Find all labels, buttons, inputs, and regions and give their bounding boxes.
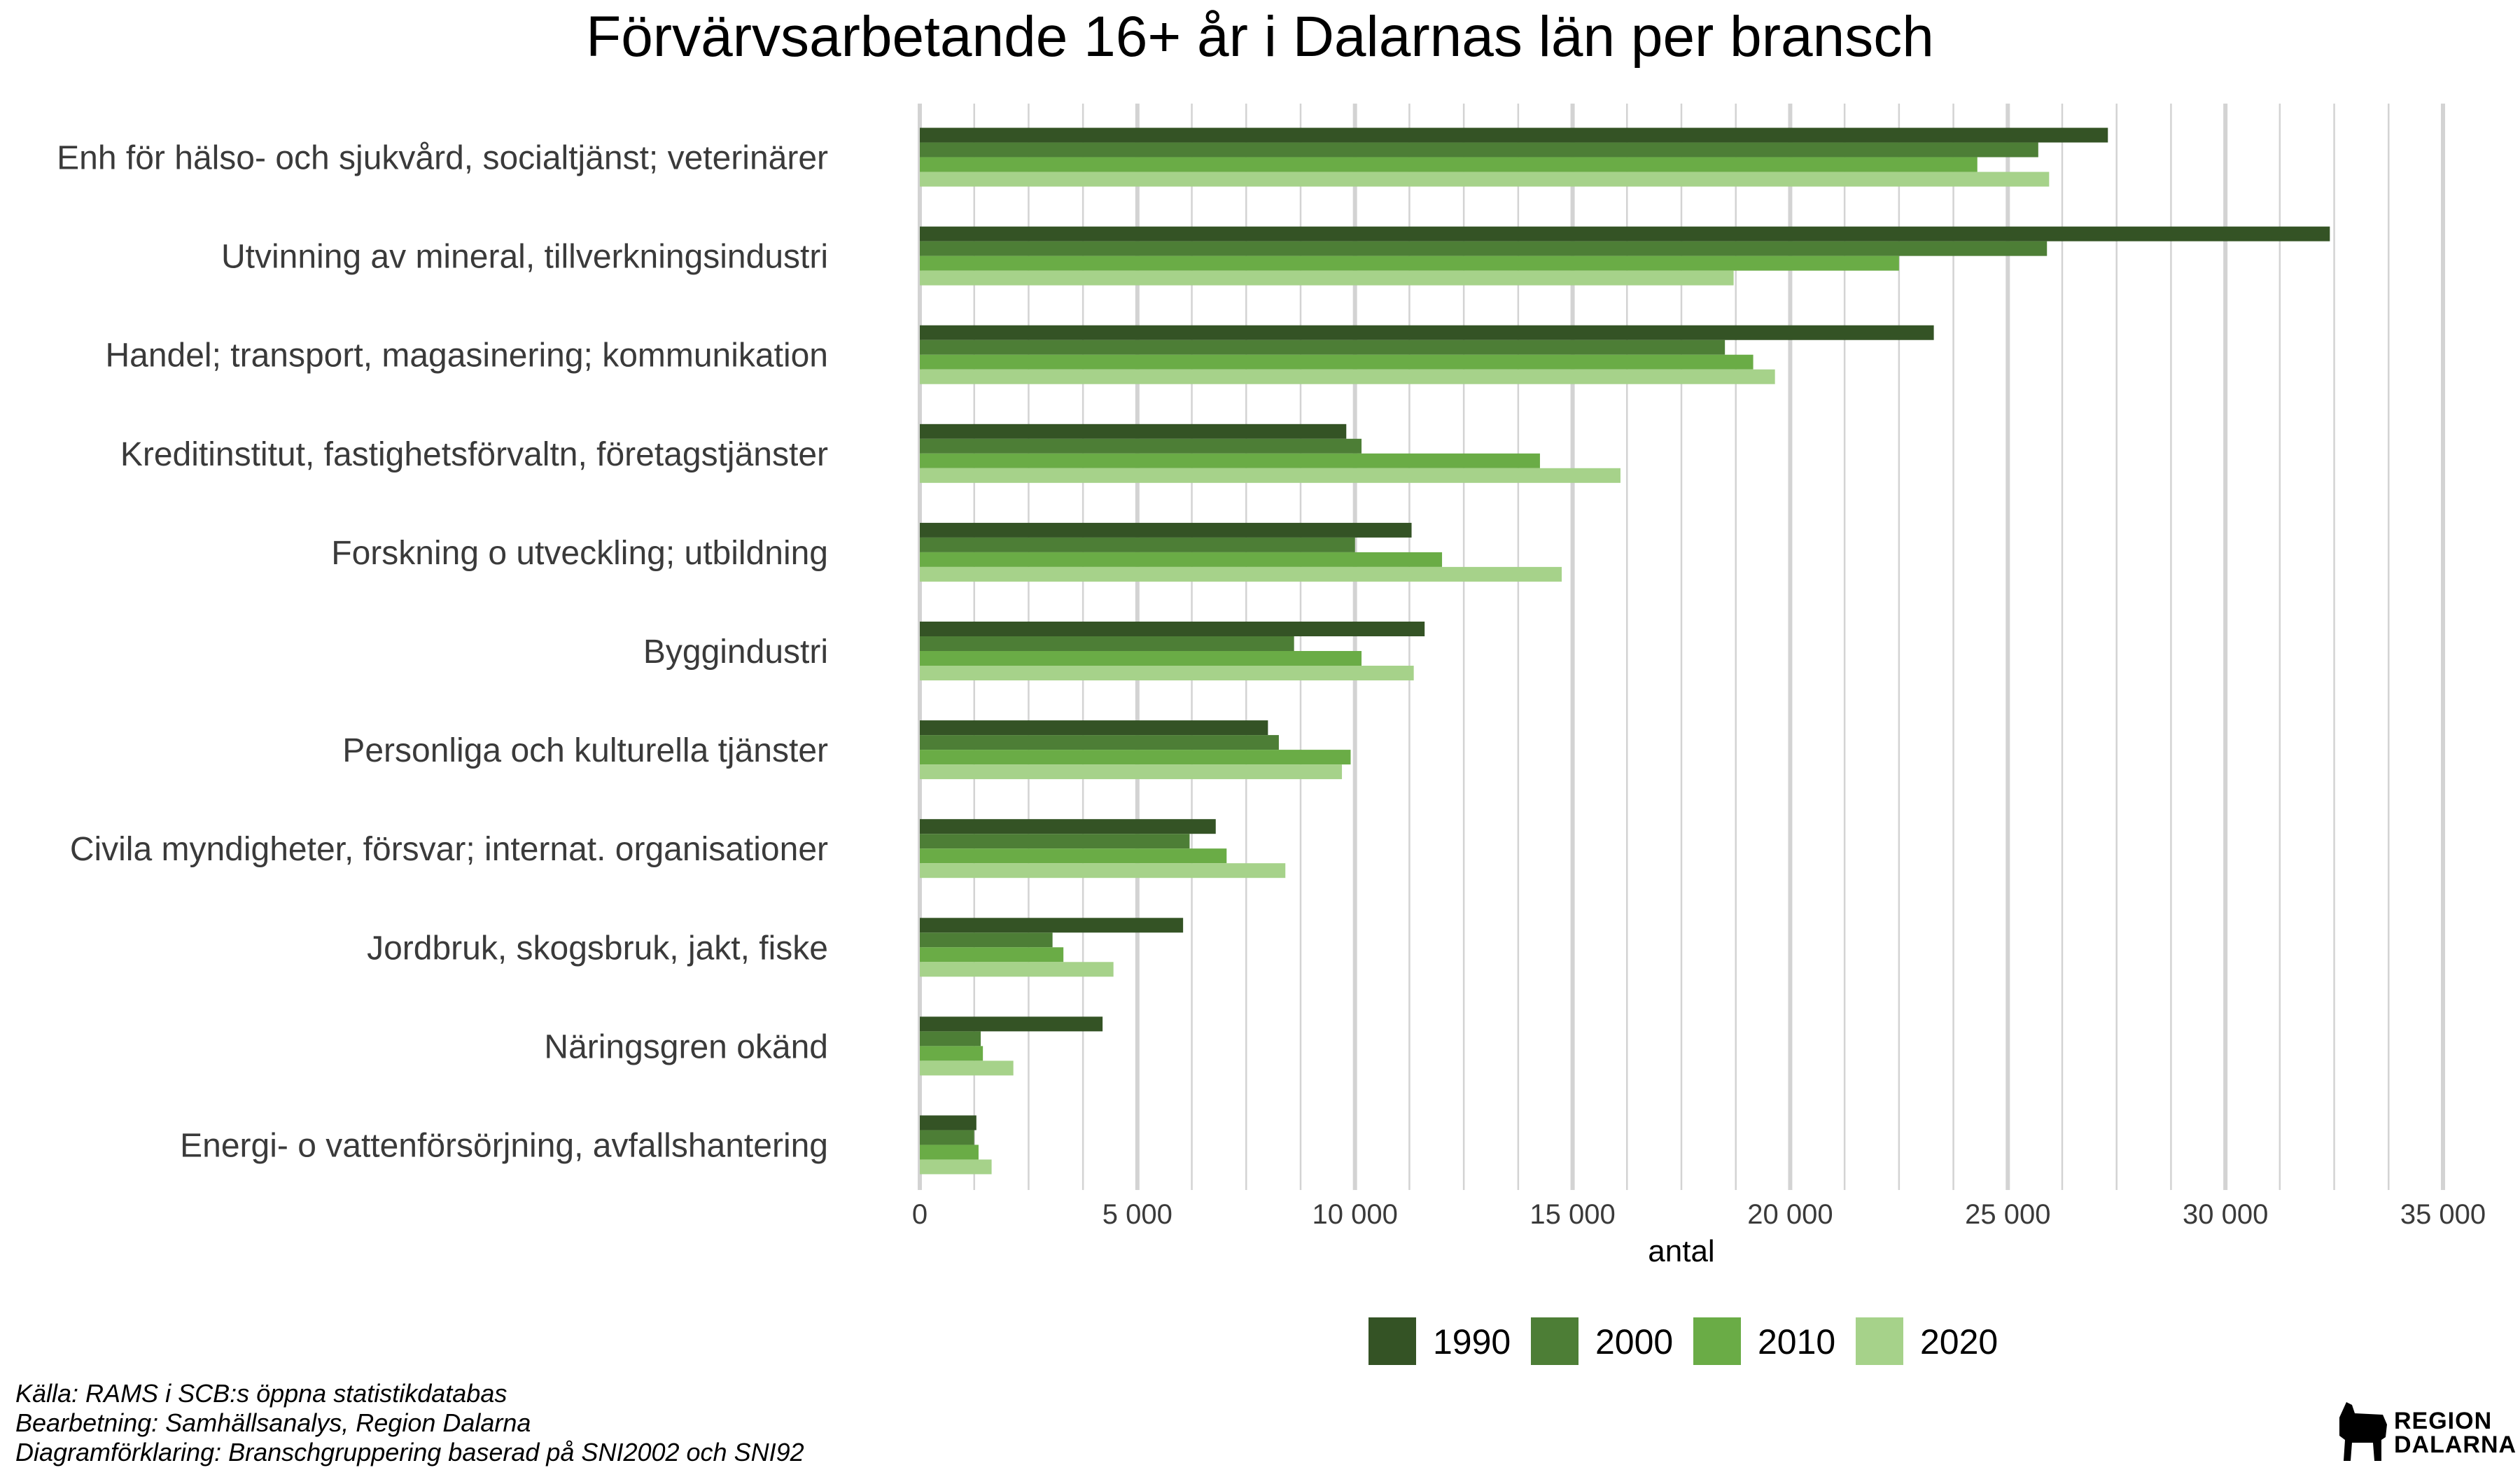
bar-2000: [920, 340, 1726, 355]
bar-2020: [920, 270, 1734, 286]
bar-2010: [920, 552, 1443, 567]
bar-2010: [920, 750, 1351, 765]
bar-2020: [920, 962, 1114, 977]
bar-2020: [920, 566, 1562, 582]
bar-2000: [920, 537, 1355, 552]
bar-2010: [920, 157, 1977, 172]
bars: [920, 127, 2330, 1175]
bar-2000: [920, 834, 1190, 849]
legend-label-2010: 2010: [1758, 1322, 1835, 1362]
dala-horse-icon: [2339, 1402, 2387, 1461]
bar-2000: [920, 142, 2038, 158]
bar-2000: [920, 1031, 981, 1046]
bar-2000: [920, 1130, 974, 1145]
bar-2000: [920, 932, 1053, 948]
category-labels: Enh för hälso- och sjukvård, socialtjäns…: [57, 140, 828, 1165]
bar-2020: [920, 468, 1620, 483]
category-label: Enh för hälso- och sjukvård, socialtjäns…: [57, 140, 828, 177]
bar-2010: [920, 1046, 983, 1061]
bar-1990: [920, 1016, 1103, 1032]
legend-swatch-1990: [1368, 1317, 1416, 1365]
legend-label-2000: 2000: [1595, 1322, 1673, 1362]
x-axis-title: antal: [1648, 1234, 1714, 1268]
logo-text-dalarna: DALARNA: [2394, 1432, 2517, 1458]
region-dalarna-logo: REGION DALARNA: [2331, 1396, 2517, 1466]
x-tick-label: 20 000: [1747, 1199, 1833, 1230]
bar-2010: [920, 947, 1064, 962]
bar-2020: [920, 764, 1343, 780]
bar-1990: [920, 918, 1184, 933]
bar-2020: [920, 666, 1414, 680]
x-tick-label: 35 000: [2400, 1199, 2486, 1230]
bar-2020: [920, 863, 1286, 878]
category-label: Energi- o vattenförsörjning, avfallshant…: [180, 1127, 828, 1164]
bar-1990: [920, 424, 1347, 439]
category-label: Personliga och kulturella tjänster: [342, 732, 828, 769]
bar-2010: [920, 453, 1540, 468]
bar-2020: [920, 1159, 992, 1175]
category-label: Handel; transport, magasinering; kommuni…: [105, 337, 828, 374]
x-tick-label: 0: [912, 1199, 927, 1230]
bar-2000: [920, 735, 1279, 750]
bar-2000: [920, 636, 1294, 651]
category-label: Utvinning av mineral, tillverkningsindus…: [221, 239, 828, 276]
source-caption: Källa: RAMS i SCB:s öppna statistikdatab…: [15, 1379, 804, 1467]
bar-1990: [920, 127, 2108, 143]
legend-label-1990: 1990: [1433, 1322, 1511, 1362]
bar-2010: [920, 255, 1899, 271]
x-tick-label: 30 000: [2183, 1199, 2268, 1230]
bar-1990: [920, 522, 1412, 538]
category-label: Jordbruk, skogsbruk, jakt, fiske: [367, 930, 828, 967]
category-label: Civila myndigheter, försvar; internat. o…: [70, 831, 828, 868]
category-label: Forskning o utveckling; utbildning: [331, 535, 828, 572]
caption-source: Källa: RAMS i SCB:s öppna statistikdatab…: [15, 1379, 507, 1408]
bar-2010: [920, 1144, 979, 1160]
bar-2010: [920, 651, 1362, 666]
bar-1990: [920, 325, 1934, 340]
bar-1990: [920, 622, 1425, 636]
x-tick-labels: 0 5 000 10 000 15 000 20 000 25 000 30 000 35 0…: [912, 1199, 2486, 1230]
bar-2020: [920, 369, 1775, 384]
chart-title: Förvärvsarbetande 16+ år i Dalarnas län …: [586, 5, 1934, 69]
category-label: Näringsgren okänd: [544, 1028, 828, 1065]
x-tick-label: 15 000: [1530, 1199, 1615, 1230]
caption-processing: Bearbetning: Samhällsanalys, Region Dala…: [15, 1408, 531, 1437]
caption-explanation: Diagramförklaring: Branschgruppering bas…: [15, 1438, 804, 1466]
bar-2020: [920, 172, 2050, 187]
legend: 1990 2000 2010 2020: [1368, 1317, 1998, 1365]
bar-2000: [920, 241, 2047, 256]
logo-text-region: REGION: [2394, 1408, 2493, 1434]
legend-swatch-2020: [1856, 1317, 1903, 1365]
legend-swatch-2010: [1693, 1317, 1741, 1365]
bar-1990: [920, 226, 2330, 241]
bar-2000: [920, 438, 1362, 454]
bar-2020: [920, 1060, 1014, 1076]
x-tick-label: 10 000: [1312, 1199, 1398, 1230]
legend-swatch-2000: [1531, 1317, 1578, 1365]
bar-1990: [920, 1115, 976, 1130]
bar-1990: [920, 819, 1216, 834]
category-label: Byggindustri: [643, 634, 828, 671]
bar-2010: [920, 354, 1754, 370]
x-tick-label: 25 000: [1965, 1199, 2050, 1230]
x-tick-label: 5 000: [1102, 1199, 1172, 1230]
bar-1990: [920, 720, 1268, 736]
legend-label-2020: 2020: [1920, 1322, 1998, 1362]
bar-2010: [920, 848, 1227, 864]
category-label: Kreditinstitut, fastighetsförvaltn, före…: [120, 436, 828, 473]
